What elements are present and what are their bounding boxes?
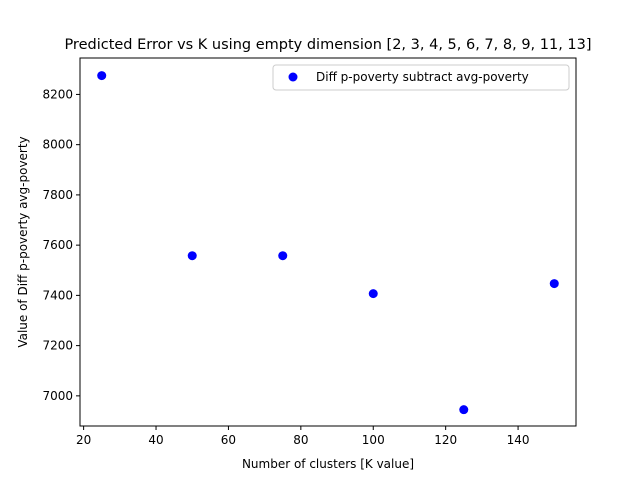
legend-box xyxy=(272,64,570,91)
x-tick-label: 20 xyxy=(76,433,91,447)
x-tick-label: 120 xyxy=(434,433,457,447)
y-axis-ticks: 7000 7200 7400 7600 7800 8000 8200 xyxy=(42,87,80,403)
x-tick-label: 140 xyxy=(507,433,530,447)
data-point xyxy=(97,71,107,81)
y-axis-label: Value of Diff p-poverty avg-poverty xyxy=(16,136,30,347)
x-axis-label: Number of clusters [K value] xyxy=(242,457,414,471)
plot-area xyxy=(80,58,576,426)
y-tick-label: 8200 xyxy=(42,87,73,101)
y-tick-label: 7400 xyxy=(42,288,73,302)
x-tick-label: 60 xyxy=(221,433,236,447)
data-points xyxy=(97,71,559,415)
data-point xyxy=(459,405,469,415)
plot-frame xyxy=(79,57,577,427)
data-point xyxy=(368,289,378,299)
x-tick-label: 80 xyxy=(293,433,308,447)
y-tick-label: 7200 xyxy=(42,339,73,353)
x-tick-label: 100 xyxy=(362,433,385,447)
y-tick-label: 7600 xyxy=(42,238,73,252)
legend-marker xyxy=(288,72,298,82)
legend-label: Diff p-poverty subtract avg-poverty xyxy=(316,70,529,84)
x-tick-label: 40 xyxy=(148,433,163,447)
y-tick-label: 7800 xyxy=(42,188,73,202)
x-axis-ticks: 20 40 60 80 100 120 140 xyxy=(76,426,530,447)
y-tick-label: 8000 xyxy=(42,138,73,152)
data-point xyxy=(278,251,288,261)
legend: Diff p-poverty subtract avg-poverty xyxy=(272,64,570,91)
y-tick-label: 7000 xyxy=(42,389,73,403)
data-point xyxy=(549,279,559,289)
data-point xyxy=(187,251,197,261)
chart-title: Predicted Error vs K using empty dimensi… xyxy=(64,37,591,53)
